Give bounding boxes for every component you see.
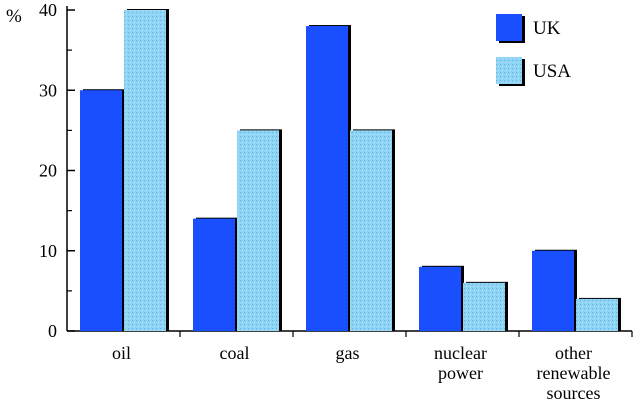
legend: UK USA [496, 14, 571, 86]
category-label: nuclear [434, 343, 487, 363]
category-label: gas [336, 343, 360, 363]
bar-usa-coal [237, 130, 279, 331]
y-tick-label: 30 [39, 80, 57, 100]
legend-swatch-usa [496, 57, 522, 84]
category-label: oil [112, 343, 131, 363]
y-tick-label: 40 [39, 0, 57, 20]
bar-usa-oil [124, 10, 166, 331]
legend-label-usa: USA [533, 61, 571, 82]
category-label: power [438, 363, 483, 383]
category-label: sources [547, 383, 601, 403]
legend-label-uk: UK [533, 18, 561, 39]
bar-usa-nuclear [463, 282, 505, 331]
bar-uk-gas [306, 26, 348, 332]
y-ticks: 0 10 20 30 40 [39, 0, 75, 341]
bar-uk-coal [193, 218, 235, 331]
category-label: renewable [537, 363, 611, 383]
y-tick-label: 20 [39, 161, 57, 181]
bar-uk-other [532, 250, 574, 331]
category-label: coal [220, 343, 250, 363]
bar-uk-oil [80, 90, 122, 331]
y-tick-label: 10 [39, 241, 57, 261]
y-unit-label: % [6, 6, 22, 27]
bar-uk-nuclear [419, 266, 461, 331]
y-tick-label: 0 [48, 321, 57, 341]
bars [80, 9, 621, 332]
category-label: other [555, 343, 592, 363]
bar-usa-other [576, 298, 618, 331]
legend-swatch-uk [496, 14, 522, 41]
bar-usa-gas [350, 130, 392, 331]
